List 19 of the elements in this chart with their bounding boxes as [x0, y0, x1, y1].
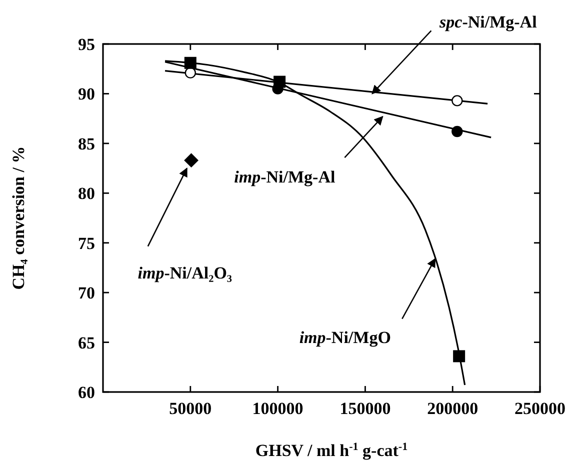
annotation: imp-Ni/Al₂O₃: [138, 263, 232, 282]
x-axis-title: GHSV / ml h$^{-1}$ g-cat$^{-1}$: [255, 441, 408, 460]
y-tick-label: 80: [78, 184, 95, 204]
y-tick-label: 90: [78, 84, 95, 104]
annotation: imp-Ni/Mg-Al: [234, 168, 336, 187]
y-tick-label: 60: [78, 383, 95, 402]
y-tick-label: 75: [78, 234, 95, 253]
annotation: spc-Ni/Mg-Al: [438, 12, 538, 32]
y-tick-label: 65: [78, 333, 95, 352]
y-tick-label: 85: [78, 134, 95, 154]
x-tick-label: 50000: [169, 399, 212, 418]
y-tick-label: 95: [78, 35, 95, 54]
x-tick-label: 250000: [514, 399, 566, 418]
y-axis-title: CH₄ conversion / %: [9, 146, 28, 290]
y-tick-label: 70: [78, 284, 95, 303]
x-tick-label: 100000: [252, 399, 304, 418]
x-tick-label: 150000: [340, 399, 391, 418]
x-tick-label: 200000: [427, 399, 478, 418]
annotation: imp-Ni/MgO: [299, 328, 391, 347]
